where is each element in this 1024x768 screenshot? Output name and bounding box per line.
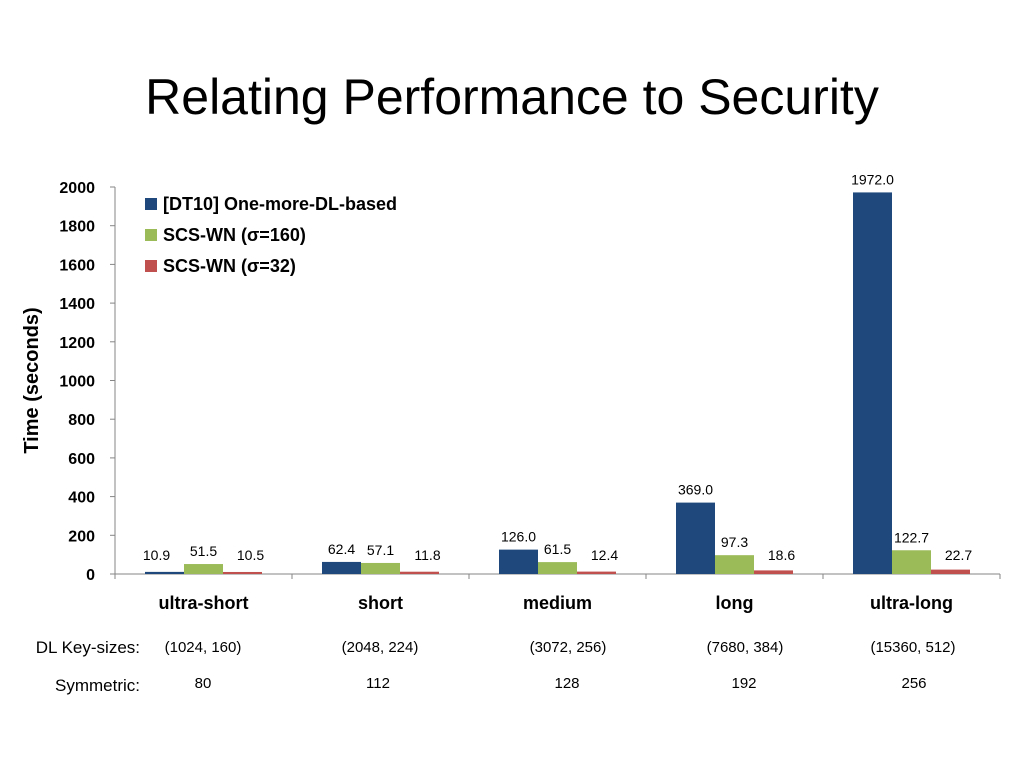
y-tick-label: 1600 — [59, 257, 95, 274]
data-label: 97.3 — [721, 534, 748, 550]
bar — [853, 192, 892, 574]
legend-swatch — [145, 229, 157, 241]
data-label: 12.4 — [591, 547, 618, 563]
y-tick-label: 200 — [68, 528, 95, 545]
bar — [538, 562, 577, 574]
legend-entry: SCS-WN (σ=32) — [163, 256, 296, 276]
slide-title: Relating Performance to Security — [145, 69, 879, 125]
bar — [892, 550, 931, 574]
bar — [184, 564, 223, 574]
dl-key-size-value: (3072, 256) — [529, 639, 607, 656]
legend-swatch — [145, 260, 157, 272]
data-label: 18.6 — [768, 547, 795, 563]
y-tick-label: 1400 — [59, 296, 95, 313]
bar — [322, 561, 361, 574]
data-label: 61.5 — [544, 541, 571, 557]
y-tick-label: 800 — [68, 412, 95, 429]
bar — [499, 549, 538, 574]
bar — [361, 562, 400, 574]
data-label: 62.4 — [328, 541, 355, 557]
legend-entry: SCS-WN (σ=160) — [163, 225, 306, 245]
data-label: 369.0 — [678, 482, 713, 498]
bar — [577, 571, 616, 574]
dl-key-size-value: (2048, 224) — [341, 639, 419, 656]
bar — [754, 570, 793, 574]
symmetric-value: 128 — [554, 675, 580, 692]
x-category-label: medium — [523, 593, 592, 613]
x-category-label: ultra-short — [159, 593, 249, 613]
data-label: 51.5 — [190, 543, 217, 559]
bar — [715, 555, 754, 574]
symmetric-value: 192 — [731, 675, 757, 692]
symmetric-label: Symmetric: — [55, 676, 140, 695]
bar — [676, 502, 715, 574]
y-tick-label: 0 — [86, 567, 95, 584]
bar — [223, 571, 262, 574]
bar — [400, 571, 439, 574]
symmetric-value: 80 — [194, 675, 212, 692]
symmetric-value: 256 — [901, 675, 927, 692]
data-label: 10.9 — [143, 547, 170, 563]
dl-key-size-value: (15360, 512) — [870, 639, 956, 656]
y-tick-label: 400 — [68, 490, 95, 507]
y-axis-title: Time (seconds) — [21, 307, 43, 453]
data-label: 11.8 — [414, 547, 440, 563]
y-tick-label: 1200 — [59, 335, 95, 352]
data-label: 10.5 — [237, 547, 264, 563]
dl-key-size-value: (1024, 160) — [164, 639, 242, 656]
legend-entry: [DT10] One-more-DL-based — [163, 194, 397, 214]
data-label: 22.7 — [945, 547, 972, 563]
bar-chart: 0 200 400 600 800 1000 1200 1400 1600 1800 2000 Tim… — [21, 171, 1001, 613]
x-category-label: short — [358, 593, 403, 613]
dl-key-size-value: (7680, 384) — [706, 639, 784, 656]
x-category-label: ultra-long — [870, 593, 953, 613]
data-label: 1972.0 — [851, 171, 894, 187]
x-category-label: long — [716, 593, 754, 613]
bar — [145, 571, 184, 574]
bar — [931, 569, 970, 574]
data-label: 57.1 — [367, 542, 394, 558]
symmetric-value: 112 — [366, 675, 390, 692]
y-tick-label: 1000 — [59, 374, 95, 391]
y-tick-label: 600 — [68, 451, 95, 468]
y-tick-label: 1800 — [59, 219, 95, 236]
data-label: 126.0 — [501, 529, 536, 545]
dl-key-sizes-label: DL Key-sizes: — [35, 638, 140, 657]
data-label: 122.7 — [894, 529, 929, 545]
legend-swatch — [145, 198, 157, 210]
y-tick-label: 2000 — [59, 180, 95, 197]
